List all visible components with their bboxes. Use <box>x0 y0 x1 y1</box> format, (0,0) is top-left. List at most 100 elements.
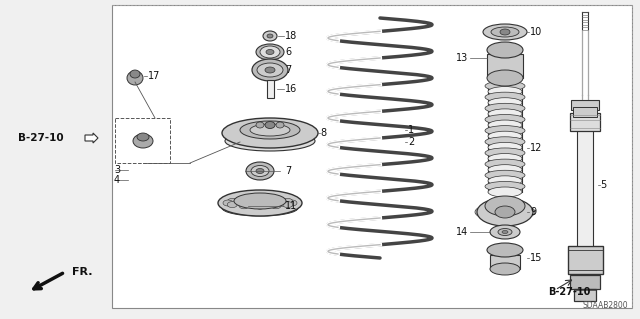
Ellipse shape <box>513 211 529 220</box>
Ellipse shape <box>497 202 513 212</box>
Bar <box>573 107 597 117</box>
Ellipse shape <box>283 202 292 208</box>
Ellipse shape <box>271 203 281 209</box>
Bar <box>490 255 520 269</box>
Bar <box>571 100 599 110</box>
Text: 8: 8 <box>320 128 326 138</box>
Ellipse shape <box>488 109 522 119</box>
Ellipse shape <box>488 153 522 164</box>
Text: 16: 16 <box>285 84 297 94</box>
Text: FR.: FR. <box>72 267 93 277</box>
Bar <box>570 275 600 289</box>
Ellipse shape <box>255 203 265 209</box>
Ellipse shape <box>127 71 143 85</box>
Ellipse shape <box>256 122 264 128</box>
Ellipse shape <box>234 193 286 209</box>
Bar <box>577 132 593 245</box>
Ellipse shape <box>488 120 522 130</box>
Ellipse shape <box>491 27 519 37</box>
Ellipse shape <box>130 70 140 78</box>
Ellipse shape <box>485 115 525 124</box>
Ellipse shape <box>485 81 525 91</box>
Ellipse shape <box>485 126 525 136</box>
Text: 10: 10 <box>530 27 542 37</box>
Text: 3: 3 <box>114 165 120 175</box>
Ellipse shape <box>239 197 249 203</box>
Ellipse shape <box>481 204 497 213</box>
Ellipse shape <box>519 207 535 217</box>
Text: B-27-10: B-27-10 <box>548 287 590 297</box>
Ellipse shape <box>488 131 522 141</box>
Ellipse shape <box>287 200 297 206</box>
Ellipse shape <box>250 124 290 136</box>
Bar <box>112 5 632 308</box>
Ellipse shape <box>265 122 275 129</box>
Ellipse shape <box>485 196 525 216</box>
Ellipse shape <box>477 198 533 226</box>
Ellipse shape <box>485 170 525 180</box>
Ellipse shape <box>475 207 491 217</box>
Bar <box>574 289 596 301</box>
Ellipse shape <box>488 176 522 186</box>
Ellipse shape <box>487 243 523 257</box>
Ellipse shape <box>256 44 284 60</box>
Ellipse shape <box>246 162 274 180</box>
Ellipse shape <box>218 190 302 216</box>
Text: 1: 1 <box>408 125 414 135</box>
Text: 7: 7 <box>285 166 291 176</box>
Text: 18: 18 <box>285 31 297 41</box>
Ellipse shape <box>240 121 300 139</box>
Ellipse shape <box>283 198 292 204</box>
Ellipse shape <box>500 29 510 35</box>
Ellipse shape <box>502 231 508 234</box>
Ellipse shape <box>488 187 522 197</box>
Ellipse shape <box>225 131 315 151</box>
Ellipse shape <box>222 200 298 216</box>
Ellipse shape <box>222 118 318 148</box>
Ellipse shape <box>513 204 529 213</box>
Ellipse shape <box>266 122 274 128</box>
Text: 5: 5 <box>600 180 606 190</box>
Text: 9: 9 <box>530 207 536 217</box>
Text: 12: 12 <box>530 143 542 153</box>
Ellipse shape <box>495 206 515 218</box>
Ellipse shape <box>497 212 513 222</box>
Ellipse shape <box>485 137 525 147</box>
Ellipse shape <box>498 228 512 235</box>
Text: 2: 2 <box>408 137 414 147</box>
Ellipse shape <box>485 92 525 102</box>
Ellipse shape <box>485 103 525 113</box>
Ellipse shape <box>485 159 525 169</box>
Ellipse shape <box>488 142 522 152</box>
Ellipse shape <box>265 67 275 73</box>
Ellipse shape <box>490 263 520 275</box>
Text: B-27-10: B-27-10 <box>18 133 63 143</box>
Ellipse shape <box>239 203 249 209</box>
Ellipse shape <box>485 148 525 158</box>
Ellipse shape <box>481 211 497 220</box>
Ellipse shape <box>263 31 277 41</box>
Ellipse shape <box>488 86 522 97</box>
Ellipse shape <box>133 134 153 148</box>
Ellipse shape <box>485 182 525 191</box>
Text: 11: 11 <box>285 201 297 211</box>
Bar <box>570 113 600 131</box>
Ellipse shape <box>266 49 274 55</box>
Ellipse shape <box>267 34 273 38</box>
Ellipse shape <box>483 24 527 40</box>
Ellipse shape <box>260 46 280 58</box>
Ellipse shape <box>223 200 233 206</box>
Ellipse shape <box>252 59 288 81</box>
Text: 14: 14 <box>456 227 468 237</box>
Ellipse shape <box>251 166 269 176</box>
Ellipse shape <box>487 70 523 86</box>
Ellipse shape <box>488 98 522 108</box>
Ellipse shape <box>256 168 264 174</box>
Ellipse shape <box>255 197 265 203</box>
Ellipse shape <box>490 225 520 239</box>
Ellipse shape <box>276 122 284 128</box>
Bar <box>568 246 602 274</box>
FancyArrow shape <box>85 133 98 143</box>
Text: 13: 13 <box>456 53 468 63</box>
Text: SDAAB2800: SDAAB2800 <box>582 301 628 310</box>
